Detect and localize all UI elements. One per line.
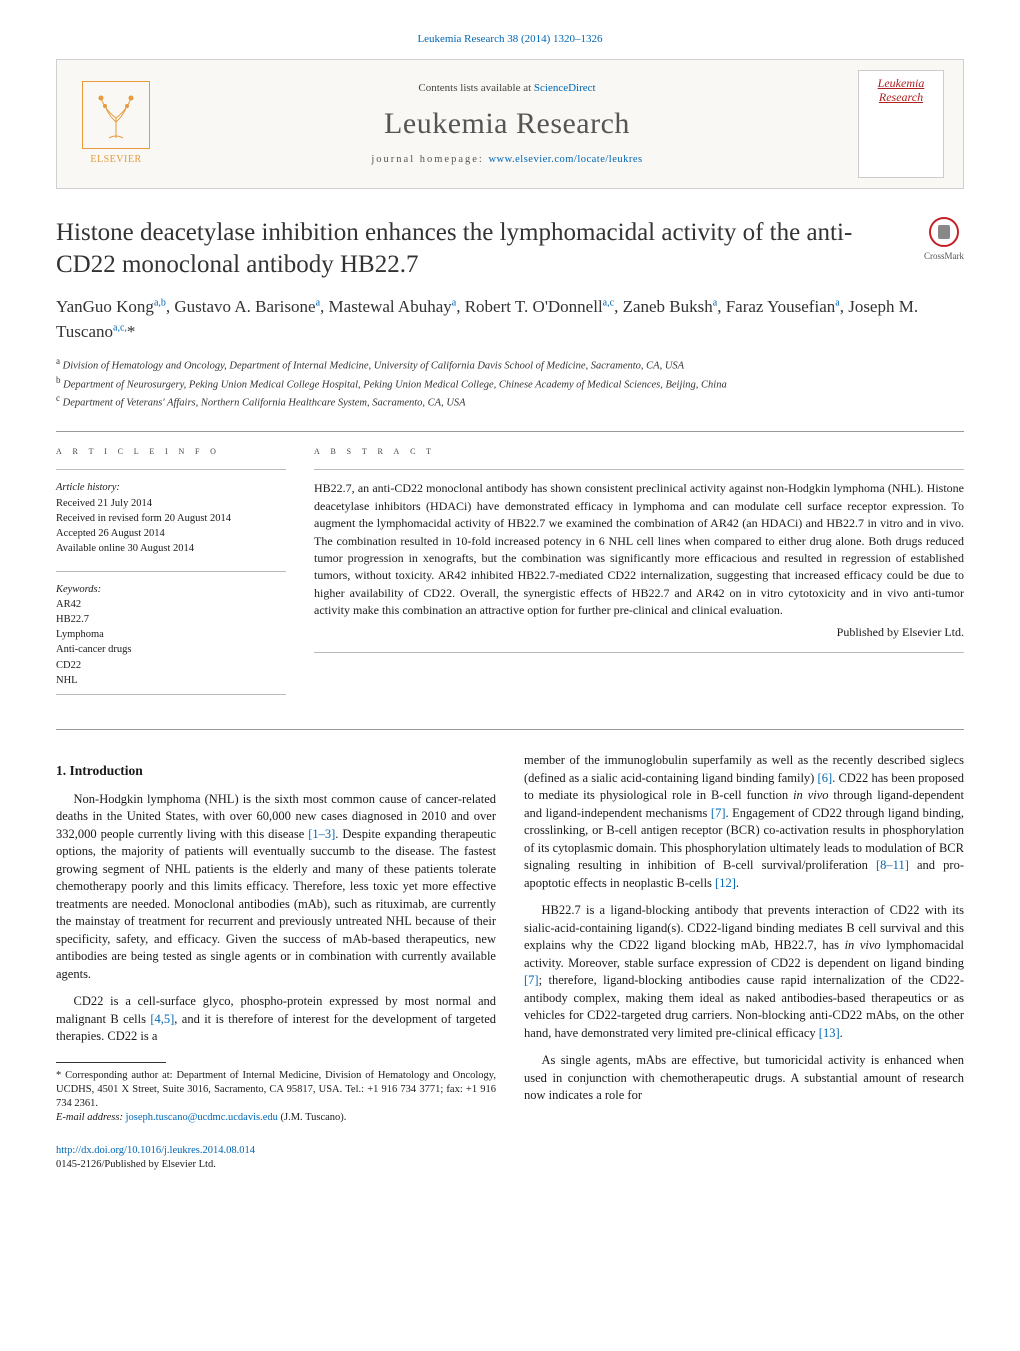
doi-link[interactable]: http://dx.doi.org/10.1016/j.leukres.2014…: [56, 1145, 255, 1156]
journal-homepage: journal homepage: www.elsevier.com/locat…: [161, 153, 853, 168]
keyword: Anti-cancer drugs: [56, 642, 286, 657]
body-paragraph: HB22.7 is a ligand-blocking antibody tha…: [524, 902, 964, 1042]
doi-block: http://dx.doi.org/10.1016/j.leukres.2014…: [56, 1144, 496, 1172]
sciencedirect-link[interactable]: ScienceDirect: [534, 82, 596, 94]
keyword: Lymphoma: [56, 627, 286, 642]
divider: [56, 729, 964, 730]
body-paragraph: Non-Hodgkin lymphoma (NHL) is the sixth …: [56, 791, 496, 984]
left-column-footer: * Corresponding author at: Department of…: [56, 1062, 496, 1172]
article-title: Histone deacetylase inhibition enhances …: [56, 217, 924, 280]
corresponding-author-note: * Corresponding author at: Department of…: [56, 1069, 496, 1112]
history-label: Article history:: [56, 480, 286, 495]
contents-available: Contents lists available at ScienceDirec…: [161, 81, 853, 96]
abstract: a b s t r a c t HB22.7, an anti-CD22 mon…: [314, 444, 964, 705]
homepage-label: journal homepage:: [371, 154, 488, 165]
divider: [56, 571, 286, 572]
history-line: Accepted 26 August 2014: [56, 526, 286, 541]
history-line: Received 21 July 2014: [56, 496, 286, 511]
keyword: AR42: [56, 597, 286, 612]
article-history: Article history: Received 21 July 2014Re…: [56, 480, 286, 556]
divider: [314, 469, 964, 470]
keywords: Keywords: AR42HB22.7LymphomaAnti-cancer …: [56, 582, 286, 689]
ref-link[interactable]: [6]: [818, 771, 833, 785]
crossmark-label: CrossMark: [924, 250, 964, 263]
footnotes: * Corresponding author at: Department of…: [56, 1069, 496, 1126]
keyword: NHL: [56, 673, 286, 688]
divider: [56, 469, 286, 470]
section-number: 1.: [56, 763, 66, 778]
author-list: YanGuo Konga,b, Gustavo A. Barisonea, Ma…: [56, 294, 964, 345]
ref-link[interactable]: [13]: [819, 1026, 840, 1040]
journal-cover-thumb: Leukemia Research: [858, 70, 944, 178]
section-title: Introduction: [70, 763, 143, 778]
divider: [56, 694, 286, 695]
abstract-heading: a b s t r a c t: [314, 444, 964, 459]
email-label: E-mail address:: [56, 1112, 126, 1123]
homepage-link[interactable]: www.elsevier.com/locate/leukres: [488, 154, 642, 165]
keywords-label: Keywords:: [56, 582, 286, 597]
affiliation: b Department of Neurosurgery, Peking Uni…: [56, 374, 964, 393]
section-heading-intro: 1. Introduction: [56, 762, 496, 781]
body-paragraph: member of the immunoglobulin superfamily…: [524, 752, 964, 892]
ref-link[interactable]: [8–11]: [876, 858, 909, 872]
footnote-rule: [56, 1062, 166, 1063]
ref-link[interactable]: [12]: [715, 876, 736, 890]
affiliation: a Division of Hematology and Oncology, D…: [56, 355, 964, 374]
article-body: 1. Introduction Non-Hodgkin lymphoma (NH…: [56, 752, 964, 1172]
ref-link[interactable]: [7]: [524, 973, 539, 987]
ref-link[interactable]: [1–3]: [308, 827, 335, 841]
article-info: a r t i c l e i n f o Article history: R…: [56, 444, 286, 705]
masthead: ELSEVIER Contents lists available at Sci…: [56, 59, 964, 189]
email-suffix: (J.M. Tuscano).: [278, 1112, 347, 1123]
header-citation: Leukemia Research 38 (2014) 1320–1326: [56, 32, 964, 47]
journal-title: Leukemia Research: [161, 103, 853, 145]
affiliations: a Division of Hematology and Oncology, D…: [56, 355, 964, 411]
body-paragraph: As single agents, mAbs are effective, bu…: [524, 1052, 964, 1105]
divider: [56, 431, 964, 432]
publisher-name: ELSEVIER: [90, 153, 141, 167]
cover-title: Leukemia Research: [863, 77, 939, 103]
divider: [314, 652, 964, 653]
elsevier-tree-icon: [82, 81, 150, 149]
history-line: Received in revised form 20 August 2014: [56, 511, 286, 526]
crossmark-icon: [929, 217, 959, 247]
abstract-text: HB22.7, an anti-CD22 monoclonal antibody…: [314, 480, 964, 619]
header-citation-link[interactable]: Leukemia Research 38 (2014) 1320–1326: [417, 33, 602, 45]
history-line: Available online 30 August 2014: [56, 541, 286, 556]
affiliation: c Department of Veterans' Affairs, North…: [56, 392, 964, 411]
publisher-logo: ELSEVIER: [71, 81, 161, 167]
article-info-heading: a r t i c l e i n f o: [56, 444, 286, 459]
published-by: Published by Elsevier Ltd.: [314, 624, 964, 641]
contents-prefix: Contents lists available at: [418, 82, 533, 94]
corresponding-email-link[interactable]: joseph.tuscano@ucdmc.ucdavis.edu: [126, 1112, 278, 1123]
ref-link[interactable]: [7]: [711, 806, 726, 820]
body-paragraph: CD22 is a cell-surface glyco, phospho-pr…: [56, 993, 496, 1046]
issn-line: 0145-2126/Published by Elsevier Ltd.: [56, 1159, 216, 1170]
email-line: E-mail address: joseph.tuscano@ucdmc.ucd…: [56, 1111, 496, 1125]
keyword: CD22: [56, 658, 286, 673]
crossmark-badge[interactable]: CrossMark: [924, 217, 964, 263]
ref-link[interactable]: [4,5]: [150, 1012, 174, 1026]
keyword: HB22.7: [56, 612, 286, 627]
